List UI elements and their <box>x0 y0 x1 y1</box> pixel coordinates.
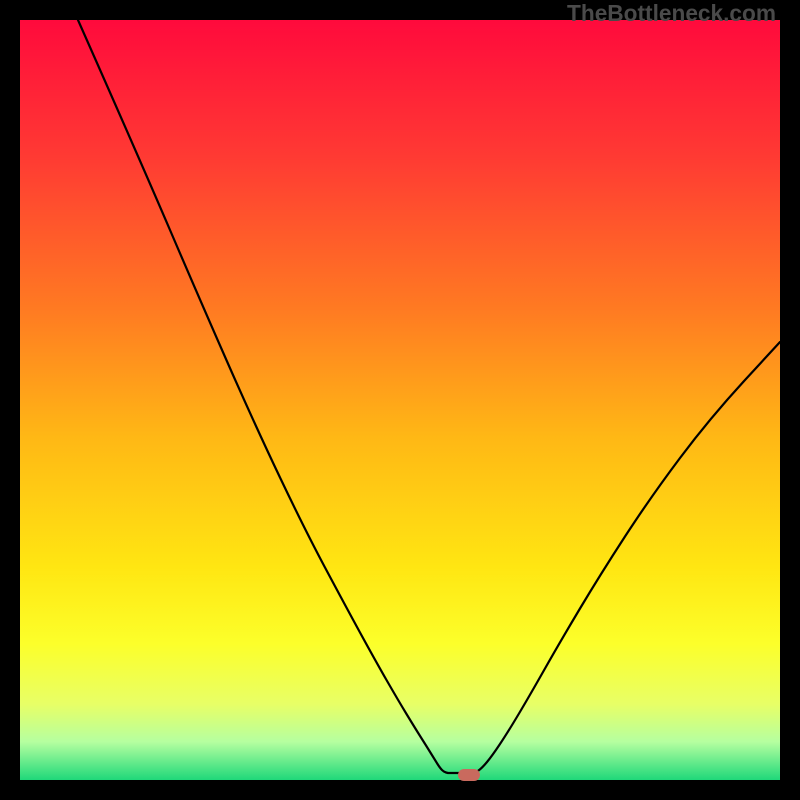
trough-marker <box>458 769 480 781</box>
chart-frame: TheBottleneck.com <box>0 0 800 800</box>
bottleneck-curve <box>20 20 780 780</box>
source-watermark: TheBottleneck.com <box>567 0 776 27</box>
